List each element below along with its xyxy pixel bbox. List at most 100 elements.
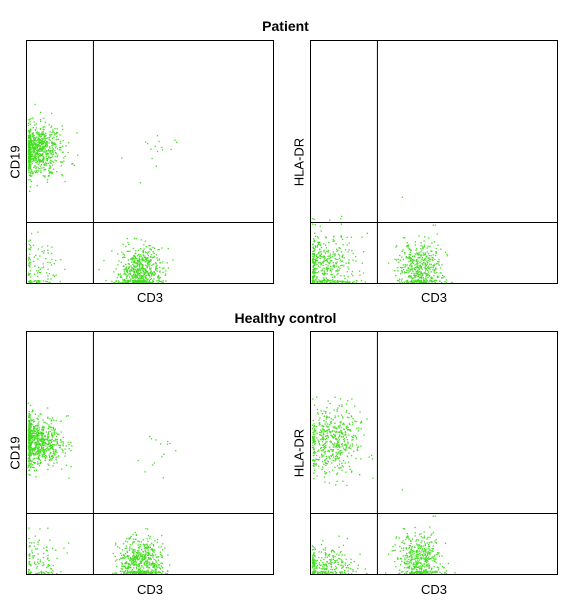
data-point <box>444 281 446 283</box>
data-point <box>151 280 154 282</box>
data-point <box>30 153 32 155</box>
data-point <box>355 282 357 283</box>
data-point <box>138 547 140 549</box>
data-point <box>416 252 418 254</box>
data-point <box>46 447 49 449</box>
data-point <box>420 568 423 571</box>
data-point <box>323 446 326 448</box>
data-point <box>56 440 58 443</box>
data-point <box>35 137 37 140</box>
data-point <box>126 280 128 282</box>
data-point <box>397 279 399 282</box>
data-point <box>429 571 431 573</box>
data-point <box>435 542 437 544</box>
data-point <box>39 134 41 136</box>
data-point <box>312 253 314 256</box>
data-point <box>132 570 135 573</box>
data-point <box>33 121 35 123</box>
data-point <box>147 260 149 262</box>
data-point <box>328 461 330 463</box>
data-point <box>419 544 421 546</box>
data-point <box>163 453 165 455</box>
data-point <box>410 280 413 282</box>
data-point <box>29 456 31 458</box>
data-point <box>432 550 434 552</box>
data-point <box>313 448 315 450</box>
data-point <box>33 149 35 151</box>
data-point <box>438 259 440 261</box>
data-point <box>35 563 37 566</box>
data-point <box>45 146 48 148</box>
data-point <box>33 555 35 557</box>
data-point <box>52 172 54 174</box>
data-point <box>323 438 325 440</box>
data-point <box>426 247 428 249</box>
data-point <box>28 433 30 435</box>
data-point <box>42 154 44 156</box>
data-point <box>144 556 146 558</box>
data-point <box>428 254 430 257</box>
data-point <box>446 255 449 257</box>
data-point <box>161 572 163 574</box>
data-point <box>413 267 416 269</box>
data-point <box>347 400 349 402</box>
data-point <box>143 571 145 573</box>
data-point <box>60 431 62 433</box>
data-point <box>161 534 163 537</box>
data-point <box>129 280 131 282</box>
data-point <box>359 474 361 476</box>
data-point <box>325 564 328 567</box>
data-point <box>146 265 148 267</box>
data-point <box>29 440 31 443</box>
data-point <box>329 458 331 460</box>
data-point <box>127 567 129 569</box>
data-point <box>39 437 41 439</box>
data-point <box>311 253 314 255</box>
data-point <box>425 572 427 574</box>
data-point <box>338 269 340 271</box>
data-point <box>427 553 429 555</box>
data-point <box>34 462 36 465</box>
data-point <box>50 150 52 152</box>
data-point <box>52 148 55 150</box>
data-point <box>410 275 412 277</box>
data-point <box>31 419 33 421</box>
data-point <box>408 561 410 563</box>
data-point <box>412 269 414 271</box>
data-point <box>415 266 417 269</box>
data-point <box>414 241 416 243</box>
data-point <box>130 278 132 280</box>
data-point <box>47 443 50 445</box>
data-point <box>423 254 425 256</box>
data-point <box>48 150 50 152</box>
data-point <box>316 276 318 278</box>
data-point <box>410 567 413 569</box>
data-points <box>311 196 453 283</box>
data-point <box>328 562 330 564</box>
data-point <box>121 251 123 253</box>
data-point <box>166 443 169 445</box>
data-point <box>316 257 319 259</box>
data-point <box>41 434 43 436</box>
data-point <box>135 562 137 564</box>
data-point <box>38 431 40 434</box>
data-point <box>35 428 38 431</box>
data-point <box>329 255 331 257</box>
data-point <box>315 246 317 248</box>
data-point <box>426 263 428 265</box>
data-point <box>134 272 136 274</box>
data-point <box>34 152 36 154</box>
data-point <box>47 428 50 430</box>
data-point <box>420 533 422 535</box>
data-point <box>28 155 30 157</box>
data-point <box>28 553 30 556</box>
data-point <box>327 255 329 257</box>
data-point <box>125 277 127 279</box>
data-point <box>142 269 144 271</box>
data-point <box>332 268 334 270</box>
data-point <box>137 270 139 272</box>
data-point <box>324 547 327 549</box>
data-point <box>145 570 147 573</box>
data-point <box>28 473 30 476</box>
data-point <box>161 556 163 558</box>
